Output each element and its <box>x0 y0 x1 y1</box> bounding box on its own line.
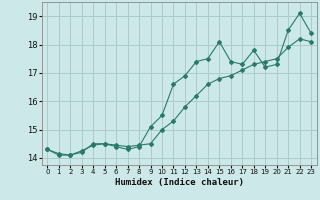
X-axis label: Humidex (Indice chaleur): Humidex (Indice chaleur) <box>115 178 244 187</box>
